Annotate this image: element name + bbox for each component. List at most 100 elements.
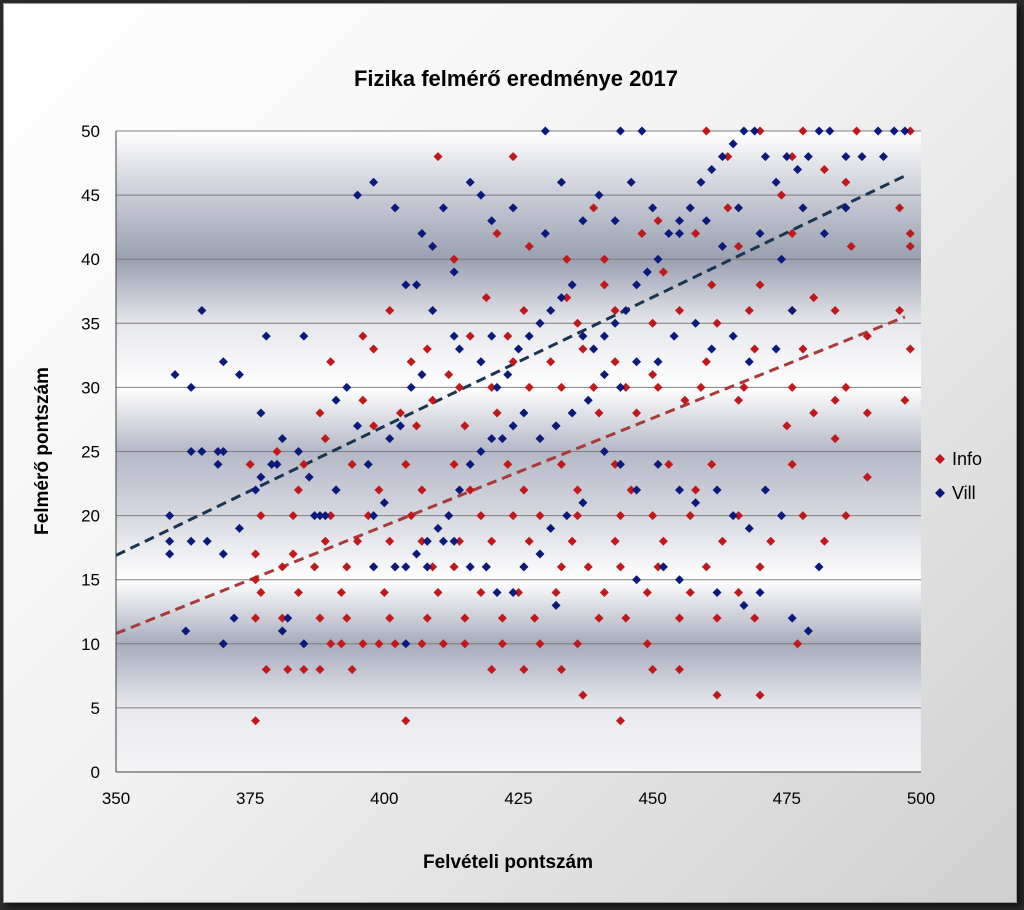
point-vill-147	[422, 536, 432, 546]
point-vill-67	[535, 318, 545, 328]
point-info-212	[798, 126, 808, 136]
point-vill-133	[599, 370, 609, 380]
point-vill-134	[583, 395, 593, 405]
point-info-20	[438, 639, 448, 649]
chart-title: Fizika felmérő eredménye 2017	[354, 66, 678, 91]
legend-label-info: Info	[952, 449, 982, 469]
point-info-105	[417, 485, 427, 495]
point-info-13	[556, 664, 566, 674]
point-vill-112	[626, 177, 636, 187]
point-info-190	[449, 254, 459, 264]
point-info-165	[798, 344, 808, 354]
point-vill-75	[621, 305, 631, 315]
point-info-112	[299, 459, 309, 469]
point-info-161	[610, 357, 620, 367]
point-vill-164	[578, 498, 588, 508]
point-vill-28	[234, 370, 244, 380]
point-info-26	[358, 639, 368, 649]
point-info-203	[589, 203, 599, 213]
point-info-120	[707, 459, 717, 469]
point-info-43	[256, 588, 266, 598]
point-info-41	[712, 613, 722, 623]
point-info-85	[819, 536, 829, 546]
point-info-206	[776, 190, 786, 200]
point-info-83	[717, 536, 727, 546]
point-vill-94	[825, 126, 835, 136]
x-tick-400: 400	[370, 789, 398, 808]
point-info-208	[895, 203, 905, 213]
point-info-62	[449, 562, 459, 572]
point-vill-50	[401, 280, 411, 290]
point-info-39	[621, 613, 631, 623]
point-info-0	[251, 716, 261, 726]
point-vill-52	[353, 190, 362, 200]
point-info-48	[476, 588, 486, 598]
point-info-45	[336, 588, 346, 598]
point-info-188	[809, 293, 819, 303]
point-info-53	[685, 588, 695, 598]
point-info-22	[497, 639, 507, 649]
point-vill-105	[487, 216, 497, 226]
point-vill-100	[878, 152, 888, 162]
point-info-111	[245, 459, 255, 469]
point-info-131	[632, 408, 642, 418]
point-info-19	[417, 639, 427, 649]
point-info-166	[358, 331, 368, 341]
point-vill-22	[272, 459, 282, 469]
point-info-202	[508, 152, 518, 162]
y-tick-25: 25	[81, 443, 100, 462]
point-info-155	[406, 357, 416, 367]
y-tick-15: 15	[81, 571, 100, 590]
point-info-79	[524, 536, 534, 546]
point-info-132	[680, 395, 690, 405]
point-vill-44	[385, 434, 395, 444]
point-vill-179	[675, 575, 684, 585]
point-info-66	[583, 562, 593, 572]
point-info-137	[900, 395, 910, 405]
point-info-145	[556, 382, 566, 392]
point-vill-61	[476, 357, 486, 367]
x-tick-labels: 350 375 400 425 450 475 500	[102, 789, 935, 808]
point-info-201	[433, 152, 443, 162]
point-vill-63	[492, 382, 502, 392]
point-info-2	[615, 716, 625, 726]
point-info-156	[444, 370, 454, 380]
point-vill-81	[685, 203, 695, 213]
point-info-16	[793, 639, 803, 649]
point-vill-43	[379, 498, 389, 508]
point-vill-180	[712, 588, 722, 598]
point-info-122	[862, 472, 872, 482]
point-vill-25	[170, 370, 180, 380]
point-info-61	[428, 562, 438, 572]
point-vill-76	[632, 280, 642, 290]
point-vill-139	[508, 421, 518, 431]
point-vill-175	[438, 536, 448, 546]
point-vill-55	[428, 241, 438, 251]
point-vill-74	[610, 318, 620, 328]
point-info-182	[519, 305, 529, 315]
point-info-75	[385, 536, 395, 546]
point-vill-118	[755, 229, 765, 239]
point-vill-66	[524, 331, 534, 341]
point-info-118	[610, 459, 620, 469]
point-vill-131	[632, 357, 642, 367]
point-vill-87	[750, 126, 760, 136]
point-info-172	[610, 305, 620, 315]
point-info-205	[723, 203, 733, 213]
point-info-123	[272, 447, 282, 456]
point-info-11	[487, 664, 497, 674]
point-info-14	[648, 664, 658, 674]
point-vill-110	[594, 190, 604, 200]
point-info-185	[658, 267, 668, 277]
y-axis-title: Felmérő pontszám	[32, 367, 53, 535]
point-vill-114	[675, 229, 684, 239]
point-vill-107	[540, 229, 550, 239]
legend: Info Vill	[935, 449, 982, 503]
point-vill-29	[197, 305, 207, 315]
point-info-71	[251, 549, 261, 559]
point-vill-116	[717, 241, 727, 251]
point-info-106	[465, 485, 475, 495]
point-info-34	[422, 613, 432, 623]
point-info-33	[385, 613, 395, 623]
point-vill-85	[728, 139, 738, 149]
